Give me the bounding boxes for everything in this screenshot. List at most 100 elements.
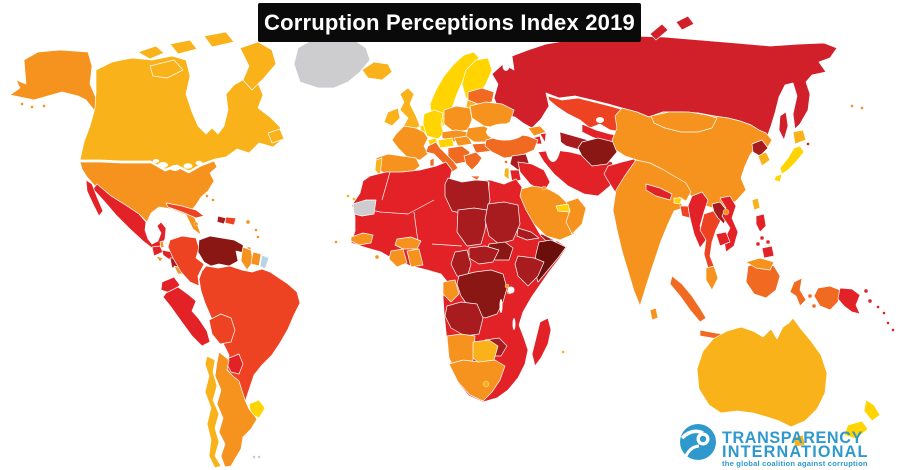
transparency-international-logo: TRANSPARENCY INTERNATIONAL the global co… [680,424,869,468]
region-vanuatu [886,321,890,325]
region-sulawesi [789,277,807,307]
region-cambodia [715,231,731,247]
region-philippines-visayas-3 [755,241,761,247]
region-ukraine [469,101,515,129]
region-australia [696,317,828,428]
region-ireland [383,107,401,127]
region-new-zealand-south [843,420,869,440]
region-papua-new-guinea [837,287,861,315]
region-bahamas-2 [211,198,215,202]
region-haiti [216,215,227,225]
region-kuwait [541,185,547,191]
lake-huron [170,165,180,171]
region-kurils [806,142,810,146]
border-niger-nigeria [431,243,463,247]
region-japan-kyushu [773,173,783,183]
region-jordan [509,169,522,183]
region-cyprus [504,160,508,164]
region-lesotho [482,380,490,388]
region-alaska [9,49,105,113]
region-belarus [467,87,495,105]
region-png-islands [863,288,869,294]
region-kenya [514,255,545,287]
region-vietnam [719,195,739,253]
region-france [391,125,429,161]
region-lesser-antilles [254,228,258,232]
region-dominican-republic [224,216,237,226]
logo-line1: TRANSPARENCY [722,429,863,447]
region-gabon [442,279,460,303]
region-fiji [891,328,895,332]
region-newfoundland [267,128,285,144]
region-peru [162,286,211,347]
region-oman [565,197,587,235]
region-aleutians-2 [30,105,34,109]
region-falklands-2 [257,455,261,459]
region-taiwan [751,197,761,211]
region-canada-arctic-2 [169,39,198,55]
region-commander-islands [850,104,854,108]
lake-michigan [158,162,168,168]
region-austria [437,137,455,149]
region-japan-hokkaido [792,129,807,145]
region-solomons [876,305,880,309]
region-canary-islands-2 [352,197,356,201]
region-eritrea [516,227,540,241]
region-italy [425,141,459,173]
region-uae [555,203,571,213]
border-morocco-algeria [381,171,391,201]
region-cape-verde [334,240,338,244]
region-new-zealand-north [863,399,881,422]
region-moluccas [807,293,813,299]
lake-ontario [195,160,203,166]
region-aleutians [20,102,24,106]
region-malaysia-borneo [745,257,775,271]
region-suriname [250,251,262,267]
region-angola [444,301,484,337]
region-el-salvador [155,255,164,263]
region-baffin-island [239,41,277,91]
region-uk [399,87,421,132]
region-north-korea [751,139,769,157]
region-japan-honshu [779,145,805,175]
region-central-african-republic [468,245,500,265]
persian-gulf [551,187,569,197]
globe-swirl-bottom [684,444,700,457]
logo-tagline: the global coalition against corruption [722,459,868,468]
lake-malawi [512,318,516,330]
region-sakhalin [778,111,789,141]
region-novaya-zemlya [649,23,669,41]
globe-swirl-top [680,429,704,440]
region-sudan [484,201,521,245]
region-moluccas-2 [811,303,817,309]
region-philippines-visayas [759,235,765,241]
region-hainan [722,208,730,216]
logo-line2: INTERNATIONAL [722,443,869,461]
lake-victoria [507,286,515,294]
region-iraq [517,161,551,193]
region-sierra-leone [374,254,380,260]
region-rwanda [504,283,510,289]
region-french-guiana [259,254,270,270]
region-israel [503,167,510,181]
region-mauritius [561,350,565,354]
region-south-korea [757,151,771,167]
region-south-africa [448,359,506,402]
region-cuba [165,202,205,219]
region-philippines-mindanao [761,245,775,259]
aral-sea [596,117,604,123]
globe-eye-inner [699,435,707,443]
region-mongolia [650,111,718,133]
title-banner: Corruption Perceptions Index 2019 [258,3,641,42]
region-ghana [406,248,424,268]
region-tasmania [792,434,806,448]
region-mexico [92,183,167,249]
region-belize [159,240,165,249]
region-crete [469,175,481,181]
region-philippines-visayas-2 [765,239,771,245]
region-puerto-rico [245,219,251,225]
region-png-islands-2 [867,298,873,304]
region-sri-lanka [649,307,659,321]
region-canada-arctic-3 [203,31,235,48]
